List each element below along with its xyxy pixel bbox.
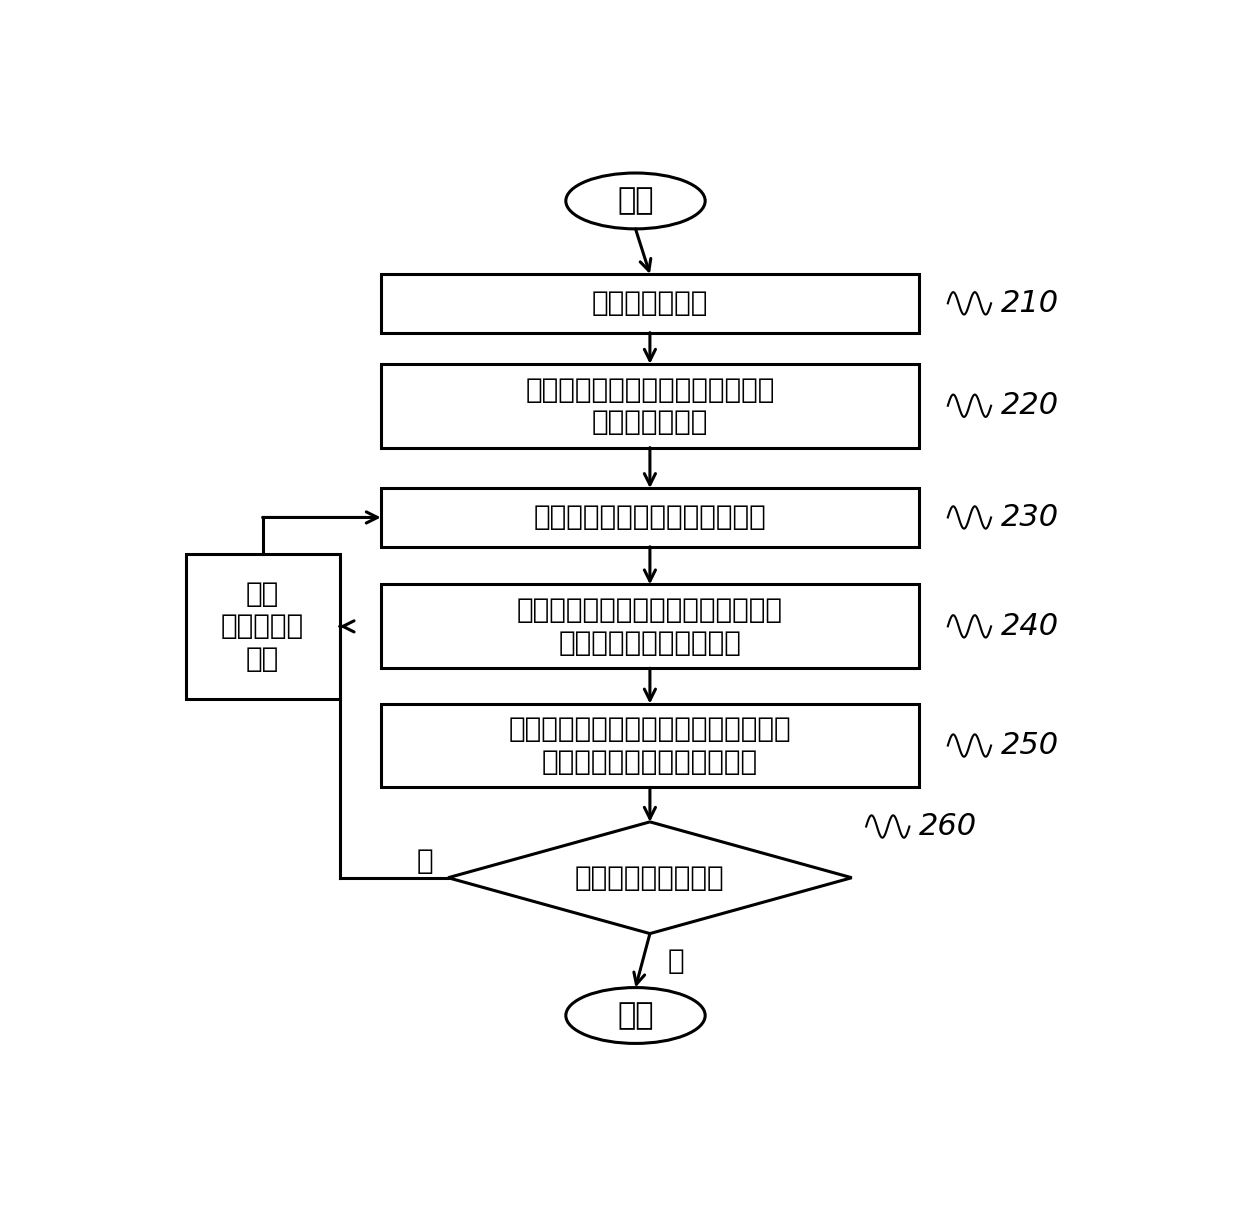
Text: 220: 220 — [1001, 392, 1059, 421]
Text: 是: 是 — [667, 947, 683, 974]
Text: 250: 250 — [1001, 731, 1059, 760]
Text: 控制
行动机器人
行进: 控制 行动机器人 行进 — [221, 580, 304, 672]
FancyBboxPatch shape — [381, 584, 919, 669]
Text: 根据影像中目标物分别与行动机器人
之間的距离规划处理顺序: 根据影像中目标物分别与行动机器人 之間的距离规划处理顺序 — [517, 596, 782, 656]
Text: 定义一起始位置: 定义一起始位置 — [591, 289, 708, 317]
Polygon shape — [448, 822, 852, 933]
Text: 210: 210 — [1001, 289, 1059, 318]
Ellipse shape — [565, 173, 706, 229]
FancyBboxPatch shape — [381, 274, 919, 332]
FancyBboxPatch shape — [381, 364, 919, 447]
Text: 是否回到起始位置？: 是否回到起始位置？ — [575, 863, 724, 892]
Text: 否: 否 — [417, 848, 434, 875]
Text: 240: 240 — [1001, 612, 1059, 641]
Text: 控制行动机器人依照处理顺序行进并对
影像中的目标物执行处理动作: 控制行动机器人依照处理顺序行进并对 影像中的目标物执行处理动作 — [508, 716, 791, 776]
FancyBboxPatch shape — [381, 488, 919, 546]
Text: 260: 260 — [919, 812, 977, 841]
Text: 结束: 结束 — [618, 1001, 653, 1030]
Text: 开始: 开始 — [618, 186, 653, 215]
Text: 230: 230 — [1001, 503, 1059, 532]
FancyBboxPatch shape — [381, 704, 919, 787]
Ellipse shape — [565, 988, 706, 1043]
Text: 控制行动机器人由起始位置开始在
边缘区域中行进: 控制行动机器人由起始位置开始在 边缘区域中行进 — [526, 376, 775, 436]
FancyBboxPatch shape — [186, 554, 340, 699]
Text: 取得行动机器人最新拍摄的影像: 取得行动机器人最新拍摄的影像 — [533, 503, 766, 532]
